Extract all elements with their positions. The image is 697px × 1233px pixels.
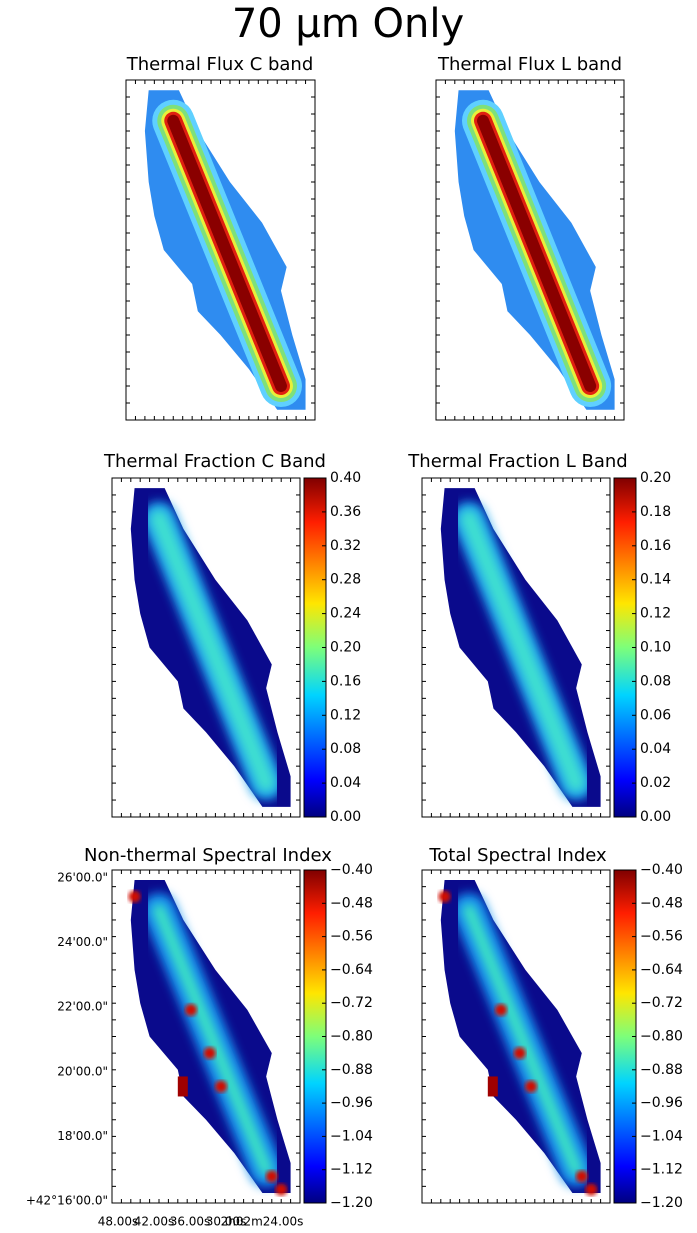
colorbar-tick-label: 0.12	[330, 707, 361, 723]
colorbar-tick-label: 0.00	[640, 809, 671, 825]
map-spot	[184, 1003, 197, 1016]
colorbar-tick-label: 0.28	[330, 572, 361, 588]
map-spot	[215, 1080, 228, 1093]
x-tick-label: 30.00s	[206, 1215, 247, 1229]
figure-title: 70 μm Only	[232, 1, 464, 47]
colorbar-tick-label: −0.40	[330, 862, 373, 878]
panel: Thermal Fraction L Band 0.00 0.02 0.04 0.06 0…	[407, 451, 671, 825]
panel-title: Thermal Flux L band	[437, 54, 622, 75]
colorbar-tick-label: −0.64	[330, 962, 373, 978]
map-spot	[177, 1076, 188, 1097]
map-ribbon	[460, 509, 586, 793]
map-spot	[203, 1047, 216, 1060]
colorbar-tick-label: 0.24	[330, 606, 361, 622]
y-tick-label: 24'00.0"	[57, 935, 108, 949]
panel: Thermal Fraction C Band 0.00 0.04 0.08 0.12 0…	[103, 451, 361, 825]
colorbar-tick-label: 0.04	[640, 741, 671, 757]
panel: Thermal Flux L band	[435, 54, 625, 421]
colorbar-tick-label: −0.48	[640, 895, 683, 911]
colorbar-tick-label: 0.16	[640, 538, 671, 554]
colorbar-tick-label: 0.20	[330, 640, 361, 656]
colorbar-tick-label: 0.08	[640, 673, 671, 689]
map-spot	[128, 890, 141, 903]
map-ribbon	[463, 903, 583, 1176]
map-spot	[438, 890, 451, 903]
colorbar-tick-label: −1.04	[330, 1128, 373, 1144]
map-spot	[513, 1047, 526, 1060]
colorbar-tick-label: −1.12	[330, 1162, 373, 1178]
map-spot	[265, 1170, 278, 1183]
y-tick-label: 18'00.0"	[57, 1129, 108, 1143]
x-tick-label: 48.00s	[98, 1215, 139, 1229]
colorbar-tick-label: 0.10	[640, 640, 671, 656]
colorbar-tick-label: 0.20	[640, 470, 671, 486]
map-ribbon	[153, 903, 273, 1176]
panel: Non-thermal Spectral Index −1.20 −1.12 −1.0…	[26, 845, 373, 1229]
colorbar-tick-label: −0.72	[330, 995, 373, 1011]
map-spot	[494, 1003, 507, 1016]
colorbar-tick-label: 0.14	[640, 572, 671, 588]
colorbar-tick-label: 0.32	[330, 538, 361, 554]
colorbar-tick-label: −0.72	[640, 995, 683, 1011]
map-spot	[525, 1080, 538, 1093]
panel-title: Thermal Fraction C Band	[103, 451, 326, 472]
colorbar-tick-label: −1.20	[640, 1195, 683, 1211]
colorbar-tick-label: 0.08	[330, 741, 361, 757]
colorbar-tick-label: −0.40	[640, 862, 683, 878]
colorbar-tick-label: −0.56	[330, 929, 373, 945]
colorbar-tick-label: 0.12	[640, 606, 671, 622]
y-tick-label: +42°16'00.0"	[26, 1194, 108, 1208]
map-spot	[487, 1076, 498, 1097]
colorbar-tick-label: −1.20	[330, 1195, 373, 1211]
colorbar-tick-label: −0.80	[330, 1029, 373, 1045]
colorbar-tick-label: 0.04	[330, 775, 361, 791]
colorbar-tick-label: 0.18	[640, 504, 671, 520]
y-tick-label: 22'00.0"	[57, 1000, 108, 1014]
x-tick-label: 36.00s	[170, 1215, 211, 1229]
panel-title: Thermal Fraction L Band	[407, 451, 627, 472]
colorbar-tick-label: −0.64	[640, 962, 683, 978]
x-tick-label: 42.00s	[134, 1215, 175, 1229]
colorbar-tick-label: 0.36	[330, 504, 361, 520]
colorbar-tick-label: −0.88	[330, 1062, 373, 1078]
map-spot	[575, 1170, 588, 1183]
panel: Thermal Flux C band	[125, 54, 316, 421]
y-tick-label: 26'00.0"	[57, 871, 108, 885]
colorbar-tick-label: 0.16	[330, 673, 361, 689]
colorbar-tick-label: −0.80	[640, 1029, 683, 1045]
x-tick-label: 2h02m24.00s	[221, 1215, 304, 1229]
map-ribbon	[150, 509, 276, 793]
colorbar-tick-label: −0.88	[640, 1062, 683, 1078]
colorbar-tick-label: 0.02	[640, 775, 671, 791]
colorbar-tick-label: −1.04	[640, 1128, 683, 1144]
colorbar-tick-label: 0.40	[330, 470, 361, 486]
map-spot	[585, 1183, 598, 1196]
colorbar-tick-label: −0.96	[640, 1095, 683, 1111]
panel-title: Non-thermal Spectral Index	[84, 845, 332, 866]
panel: Total Spectral Index −1.20 −1.12 −1.04 −0.96…	[421, 845, 683, 1211]
colorbar-tick-label: −1.12	[640, 1162, 683, 1178]
panel-title: Total Spectral Index	[428, 845, 607, 866]
panel-title: Thermal Flux C band	[126, 54, 314, 75]
colorbar-tick-label: −0.56	[640, 929, 683, 945]
colorbar-tick-label: −0.96	[330, 1095, 373, 1111]
map-level	[167, 114, 287, 392]
colorbar-tick-label: 0.00	[330, 809, 361, 825]
colorbar-tick-label: −0.48	[330, 895, 373, 911]
colorbar-tick-label: 0.06	[640, 707, 671, 723]
y-tick-label: 20'00.0"	[57, 1064, 108, 1078]
map-spot	[275, 1183, 288, 1196]
map-level	[477, 114, 597, 392]
